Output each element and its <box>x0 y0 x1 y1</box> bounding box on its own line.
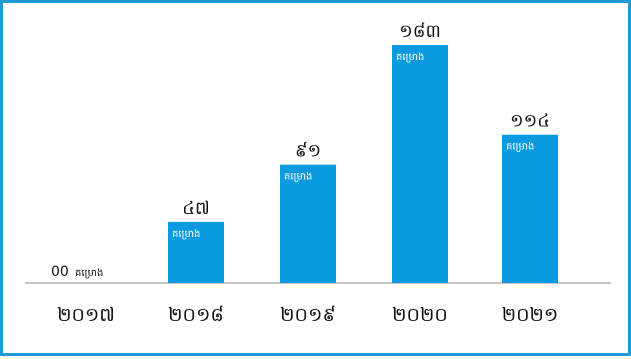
x-tick-label-0: ២០១៧ <box>57 304 115 326</box>
bar-unit-label-3: គម្រោង <box>396 52 424 63</box>
data-label-2: ៩១ <box>295 141 321 162</box>
bar-unit-label-1: គម្រោង <box>172 229 200 240</box>
bar-chart: 00 គម្រោង២០១៧៤៧គម្រោង២០១៨៩១គម្រោង២០១៩១៨៣គ… <box>25 21 611 326</box>
bar-4 <box>502 134 558 283</box>
bar-unit-label-2: គម្រោង <box>284 172 312 183</box>
bar-2 <box>280 164 336 283</box>
bar-3 <box>392 45 448 283</box>
bar-unit-label-4: គម្រោង <box>506 142 534 153</box>
data-label-1: ៤៧ <box>182 198 210 219</box>
data-label-3: ១៨៣ <box>399 21 441 42</box>
x-tick-label-3: ២០២០ <box>392 304 448 326</box>
bar-unit-label-0: គម្រោង <box>75 268 103 279</box>
data-label-4: ១១៤ <box>510 111 550 132</box>
data-label-0: 00 <box>51 264 69 280</box>
x-tick-label-4: ២០២១ <box>502 304 559 326</box>
bar-1 <box>168 221 224 283</box>
x-tick-label-1: ២០១៨ <box>168 304 224 326</box>
x-tick-label-2: ២០១៩ <box>280 304 336 326</box>
